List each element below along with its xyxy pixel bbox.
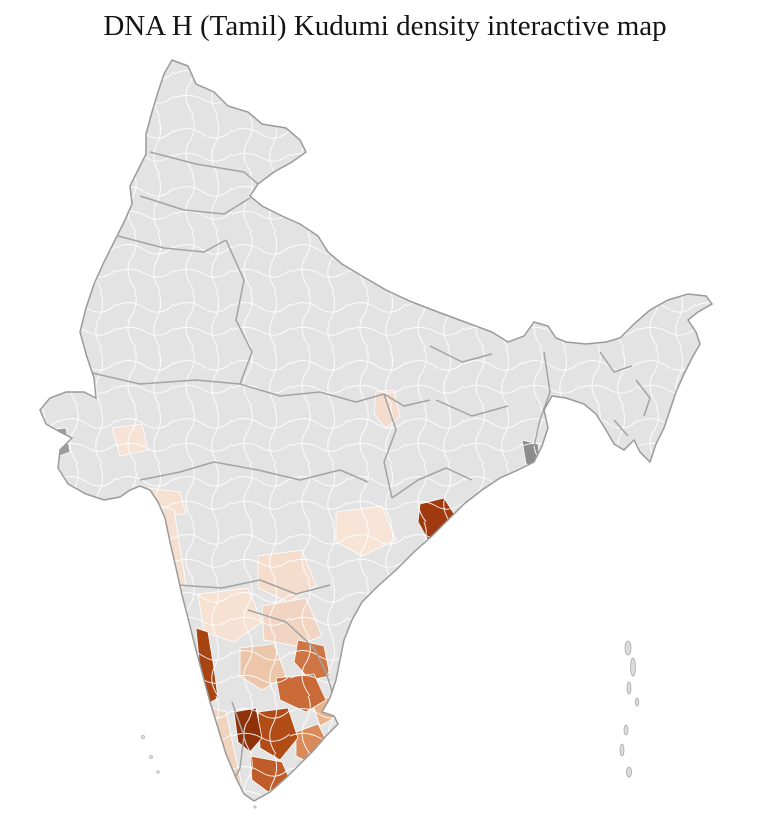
lakshadweep-islands[interactable] [141,735,257,809]
state-boundaries [87,151,651,789]
page-title: DNA H (Tamil) Kudumi density interactive… [103,10,667,42]
india-outline [39,59,714,802]
andaman-nicobar-islands[interactable] [619,640,640,778]
